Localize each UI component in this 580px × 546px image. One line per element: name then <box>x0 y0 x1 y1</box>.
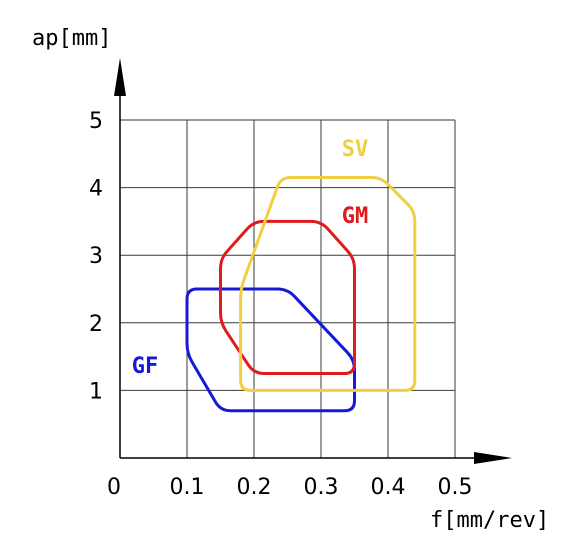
x-axis-arrow <box>474 452 512 464</box>
chart-series-areas <box>185 176 417 413</box>
y-tick-label: 3 <box>89 244 103 269</box>
y-tick-label: 2 <box>89 312 103 337</box>
y-tick-label: 5 <box>89 109 103 134</box>
y-tick-label: 4 <box>89 177 103 202</box>
series-area-sv <box>239 176 417 392</box>
x-tick-label: 0 <box>107 475 121 500</box>
series-area-gm <box>219 219 356 375</box>
series-label-sv: SV <box>342 137 369 162</box>
chart-labels: 0 0.1 0.2 0.3 0.4 0.5 1 2 3 4 5 GF GM SV <box>89 109 473 500</box>
series-area-gf <box>185 287 356 413</box>
series-label-gm: GM <box>342 204 369 229</box>
x-tick-label: 0.5 <box>438 475 473 500</box>
x-tick-label: 0.1 <box>170 475 205 500</box>
x-tick-label: 0.2 <box>237 475 272 500</box>
x-axis-title: f[mm/rev] <box>430 508 549 533</box>
chart-axes <box>114 58 512 464</box>
chart-grid <box>120 119 456 458</box>
y-axis-arrow <box>114 58 126 96</box>
x-tick-label: 0.4 <box>371 475 406 500</box>
y-tick-label: 1 <box>89 379 103 404</box>
series-label-gf: GF <box>132 354 159 379</box>
y-axis-title: ap[mm] <box>32 26 111 51</box>
x-tick-label: 0.3 <box>304 475 339 500</box>
